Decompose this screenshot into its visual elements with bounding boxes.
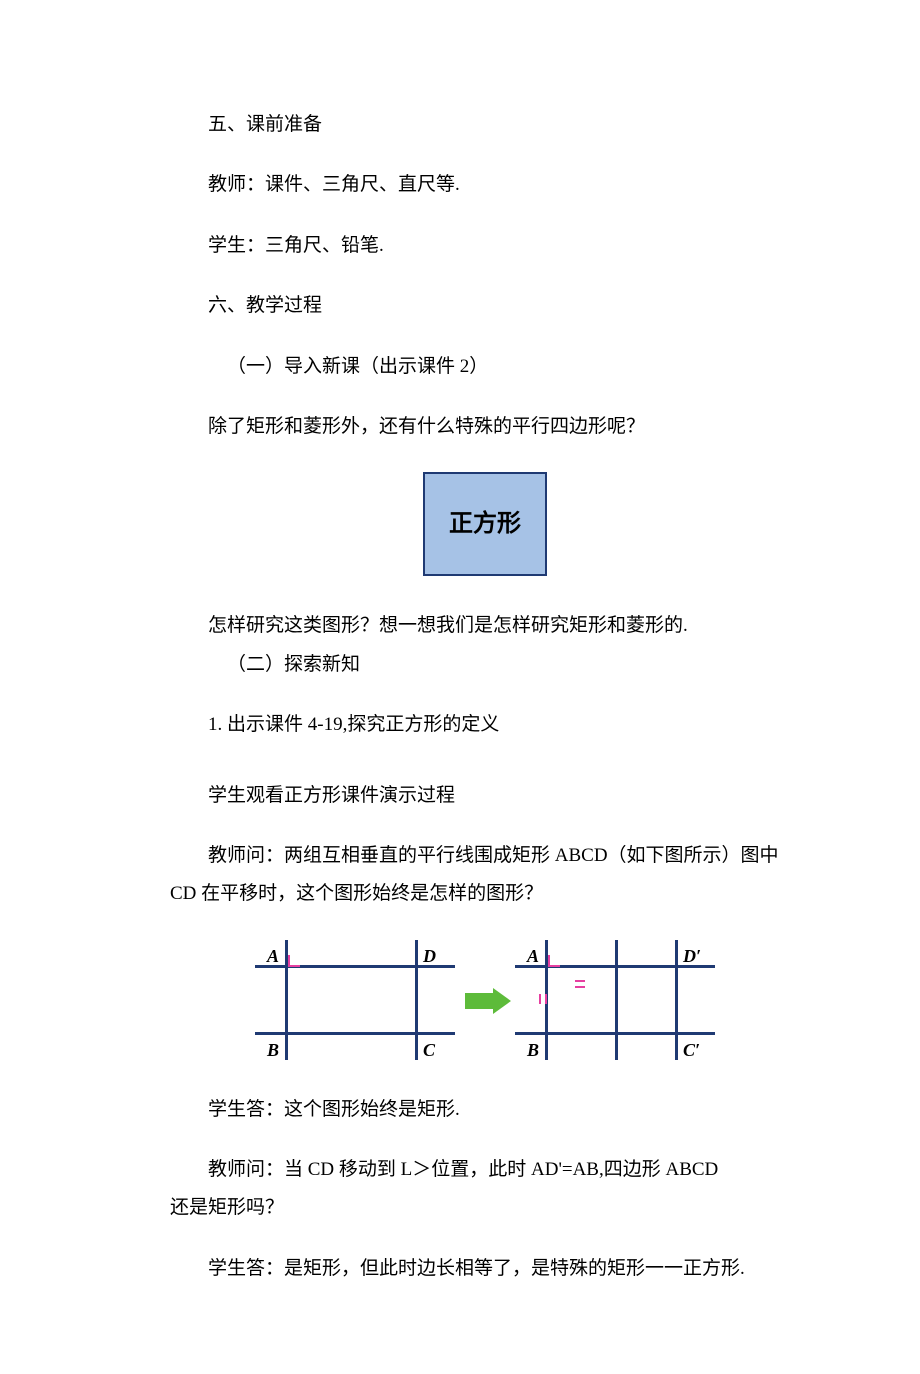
diagram-line: [675, 940, 678, 1060]
arrow-body: [465, 993, 495, 1009]
teacher-preparation: 教师：课件、三角尺、直尺等.: [170, 170, 800, 200]
teacher-question-1a: 教师问：两组互相垂直的平行线围成矩形 ABCD（如下图所示）图中: [170, 841, 800, 871]
intro-followup: 怎样研究这类图形？想一想我们是怎样研究矩形和菱形的.: [170, 611, 800, 641]
student-answer-1: 学生答：这个图形始终是矩形.: [170, 1095, 800, 1125]
diagram-right-panel: A D′ B C′: [515, 940, 715, 1060]
arrow-head: [493, 988, 511, 1014]
right-angle-mark: [548, 955, 560, 967]
subsection-2-heading: （二）探索新知: [170, 650, 800, 680]
square-box: 正方形: [423, 472, 547, 576]
vertex-label-D-prime: D′: [683, 942, 701, 971]
teacher-question-2a: 教师问：当 CD 移动到 L＞位置，此时 AD'=AB,四边形 ABCD: [170, 1155, 800, 1185]
vertex-label-A: A: [267, 942, 279, 971]
teacher-question-1b: CD 在平移时，这个图形始终是怎样的图形？: [170, 879, 800, 909]
vertex-label-C: C: [423, 1036, 435, 1065]
square-label: 正方形: [449, 505, 521, 543]
step-1: 1. 出示课件 4-19,探究正方形的定义: [170, 710, 800, 740]
square-figure: 正方形: [170, 472, 800, 576]
vertex-label-B: B: [527, 1036, 539, 1065]
equal-mark: [539, 994, 547, 1004]
translation-diagram: A D B C A D′ B: [170, 940, 800, 1060]
student-preparation: 学生：三角尺、铅笔.: [170, 231, 800, 261]
vertex-label-D: D: [423, 942, 436, 971]
section-6-heading: 六、教学过程: [170, 291, 800, 321]
student-observe: 学生观看正方形课件演示过程: [170, 781, 800, 811]
diagram-left-panel: A D B C: [255, 940, 455, 1060]
equal-mark: [575, 980, 585, 988]
diagram-line: [415, 940, 418, 1060]
student-answer-2: 学生答：是矩形，但此时边长相等了，是特殊的矩形一一正方形.: [170, 1254, 800, 1284]
subsection-1-heading: （一）导入新课（出示课件 2）: [170, 352, 800, 382]
diagram-line: [515, 1032, 715, 1035]
document-page: 五、课前准备 教师：课件、三角尺、直尺等. 学生：三角尺、铅笔. 六、教学过程 …: [0, 0, 920, 1374]
section-5-heading: 五、课前准备: [170, 110, 800, 140]
arrow-icon: [465, 988, 515, 1014]
diagram-line: [255, 1032, 455, 1035]
vertex-label-B: B: [267, 1036, 279, 1065]
vertex-label-C-prime: C′: [683, 1036, 700, 1065]
diagram-canvas: A D B C A D′ B: [255, 940, 715, 1060]
intro-question: 除了矩形和菱形外，还有什么特殊的平行四边形呢？: [170, 412, 800, 442]
diagram-line: [615, 940, 618, 1060]
vertex-label-A: A: [527, 942, 539, 971]
teacher-question-2b: 还是矩形吗？: [170, 1193, 800, 1223]
right-angle-mark: [288, 955, 300, 967]
